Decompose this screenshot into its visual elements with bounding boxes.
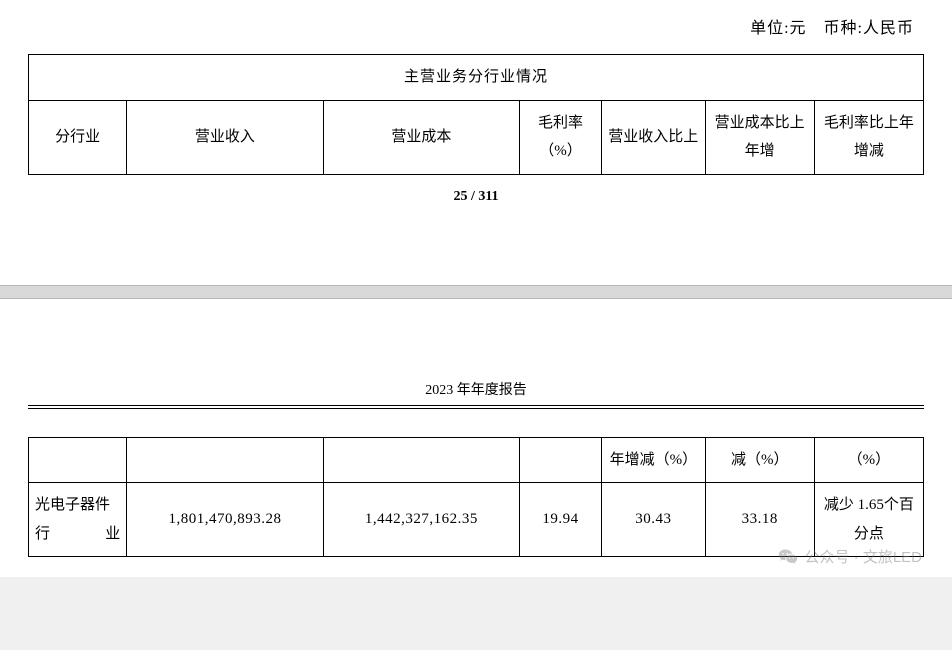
subheader-gm-change: （%） xyxy=(814,437,923,483)
title-rule-thick xyxy=(28,405,924,406)
cell-rev-yoy: 30.43 xyxy=(601,483,705,557)
cell-cost-yoy: 33.18 xyxy=(705,483,814,557)
cell-cost: 1,442,327,162.35 xyxy=(323,483,519,557)
cell-gm-change: 减少 1.65个百分点 xyxy=(814,483,923,557)
cell-industry: 光电子器件行业 xyxy=(29,483,127,557)
industry-detail-table: 年增减（%） 减（%） （%） 光电子器件行业 1,801,470,893.28… xyxy=(28,437,924,558)
col-header-industry: 分行业 xyxy=(29,100,127,174)
page-number: 25 / 311 xyxy=(28,175,924,205)
table-title-row: 主营业务分行业情况 xyxy=(29,55,924,101)
industry-summary-table: 主营业务分行业情况 分行业 营业收入 营业成本 毛利率（%） 营业收入比上 营业… xyxy=(28,54,924,175)
subheader-empty-2 xyxy=(127,437,323,483)
col-header-cost-yoy: 营业成本比上年增 xyxy=(705,100,814,174)
cell-revenue: 1,801,470,893.28 xyxy=(127,483,323,557)
subheader-rev-yoy: 年增减（%） xyxy=(601,437,705,483)
col-header-revenue: 营业收入 xyxy=(127,100,323,174)
page-gap xyxy=(0,285,952,299)
subheader-empty-1 xyxy=(29,437,127,483)
title-rule-thin xyxy=(28,408,924,409)
subheader-empty-3 xyxy=(323,437,519,483)
subheader-empty-4 xyxy=(520,437,602,483)
table-title-cell: 主营业务分行业情况 xyxy=(29,55,924,101)
table-subheader-row: 年增减（%） 减（%） （%） xyxy=(29,437,924,483)
col-header-cost: 营业成本 xyxy=(323,100,519,174)
table-header-row: 分行业 营业收入 营业成本 毛利率（%） 营业收入比上 营业成本比上年增 毛利率… xyxy=(29,100,924,174)
col-header-gross-margin: 毛利率（%） xyxy=(520,100,602,174)
page-bottom: 2023 年年度报告 年增减（%） 减（%） （%） 光电子器件行业 1,801… xyxy=(0,299,952,578)
unit-currency-line: 单位:元 币种:人民币 xyxy=(28,10,924,54)
col-header-rev-yoy: 营业收入比上 xyxy=(601,100,705,174)
report-year-title: 2023 年年度报告 xyxy=(28,379,924,405)
page-top: 单位:元 币种:人民币 主营业务分行业情况 分行业 营业收入 营业成本 毛利率（… xyxy=(0,0,952,225)
col-header-gm-change: 毛利率比上年增减 xyxy=(814,100,923,174)
table-row: 光电子器件行业 1,801,470,893.28 1,442,327,162.3… xyxy=(29,483,924,557)
page-bottom-whitespace xyxy=(0,225,952,285)
cell-gross-margin: 19.94 xyxy=(520,483,602,557)
subheader-cost-yoy: 减（%） xyxy=(705,437,814,483)
